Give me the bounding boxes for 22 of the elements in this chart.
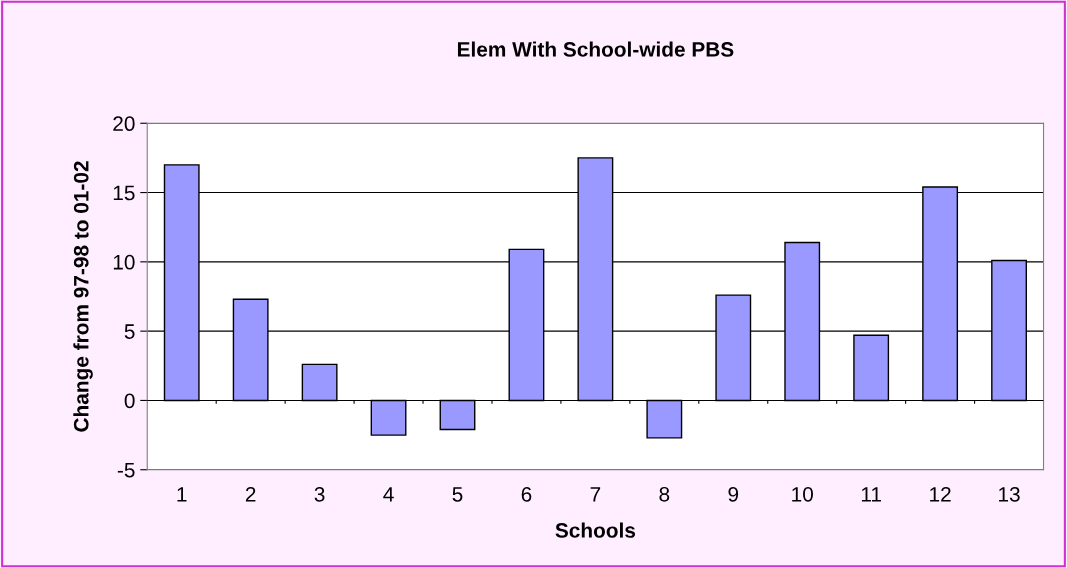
x-tick-label: 8	[659, 486, 670, 502]
x-axis-title: Schools	[555, 522, 636, 538]
x-tick-label: 4	[383, 487, 394, 502]
y-axis-title: Change from 97-98 to 01-02	[73, 161, 93, 432]
y-tick-label: 20	[113, 116, 135, 132]
y-tick-label: 15	[113, 185, 135, 201]
x-tick-label: 10	[792, 486, 813, 502]
x-tick-label: 1	[177, 487, 187, 502]
x-tick-label: 13	[999, 486, 1020, 502]
x-tick-label: 5	[452, 487, 463, 502]
x-tick-label: 7	[590, 487, 601, 502]
x-tick-label: 11	[861, 487, 881, 502]
x-tick-label: 6	[521, 486, 532, 502]
chart-title: Elem With School-wide PBS	[457, 41, 734, 57]
x-tick-label: 12	[930, 486, 951, 502]
y-tick-label: 10	[113, 254, 135, 270]
y-tick-label: -5	[117, 462, 135, 478]
x-tick-label: 9	[728, 486, 739, 502]
y-tick-label: 5	[124, 324, 135, 339]
x-tick-label: 3	[314, 486, 325, 502]
x-tick-label: 2	[245, 486, 256, 502]
y-tick-label: 0	[124, 393, 135, 409]
